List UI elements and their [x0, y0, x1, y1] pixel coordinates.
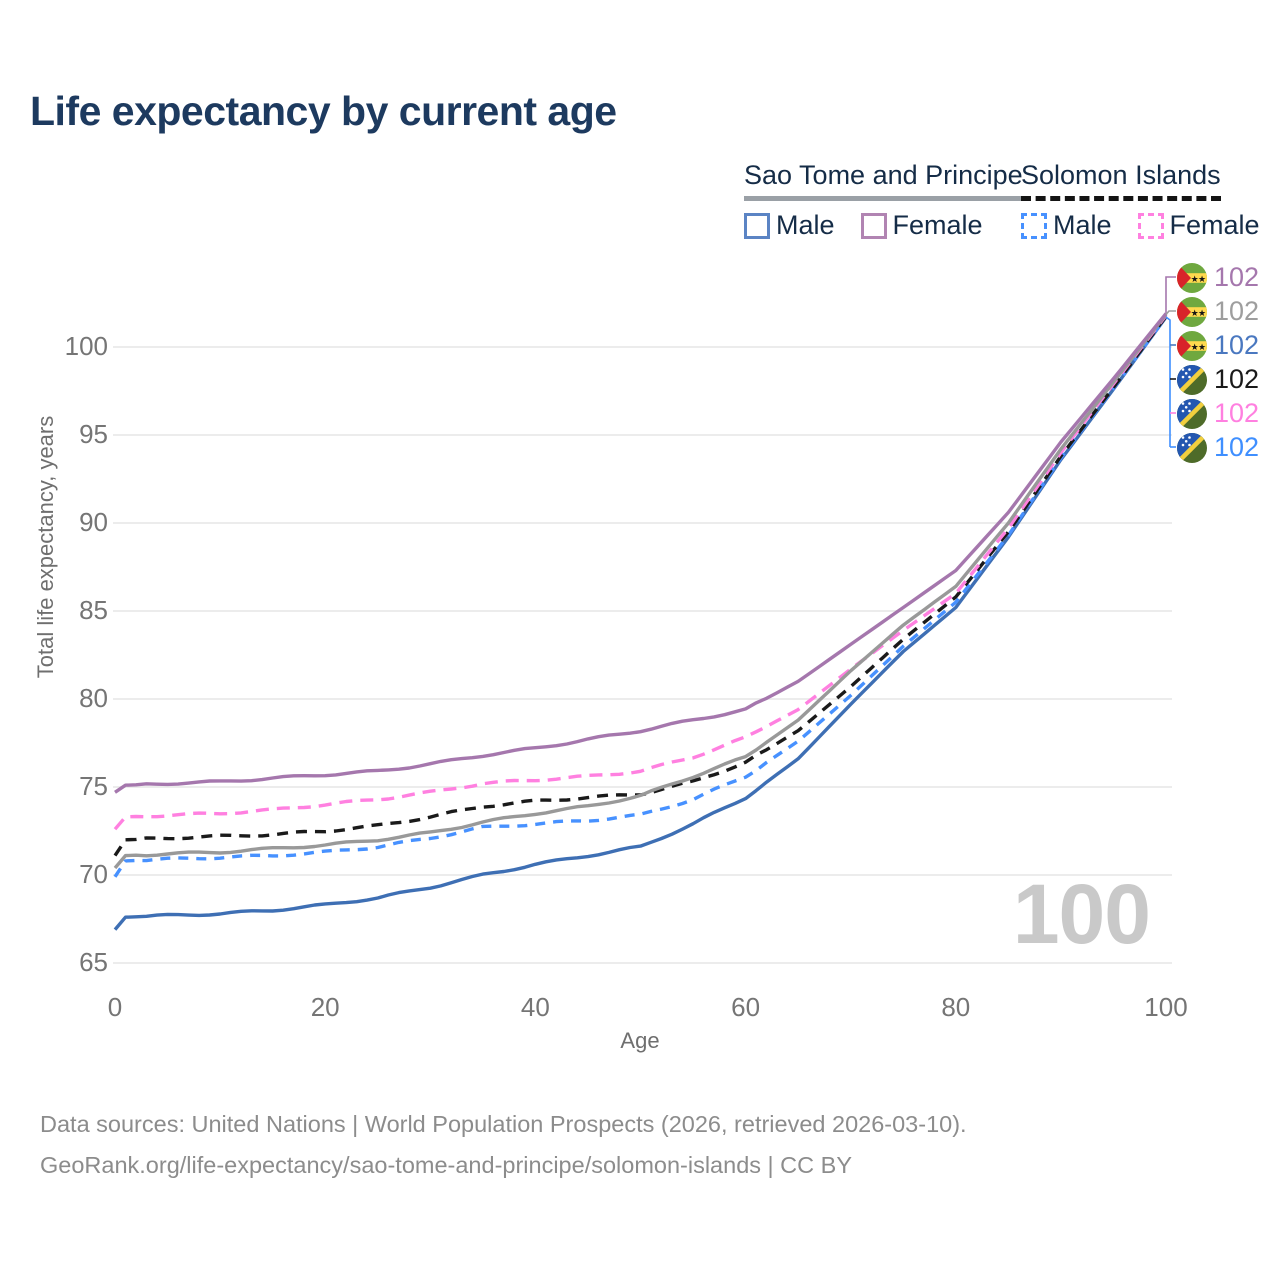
end-value-label: 102 — [1214, 364, 1260, 394]
end-value-label: 102 — [1214, 296, 1260, 326]
flag-sao-tome-and-principe-icon: ★ ★ — [1177, 330, 1207, 361]
svg-text:★: ★ — [1191, 273, 1199, 283]
y-tick-label-80: 80 — [79, 683, 108, 713]
x-tick-label-20: 20 — [310, 992, 340, 1022]
svg-text:★: ★ — [1191, 307, 1199, 317]
flag-icon-sol — [1177, 364, 1207, 395]
x-axis-title: Age — [620, 1028, 660, 1053]
end-label-row-solomon-islands-female: 102 — [1177, 398, 1259, 429]
svg-text:★: ★ — [1191, 341, 1199, 351]
legend-items-row: Male Female — [1021, 210, 1260, 241]
chart-title: Life expectancy by current age — [30, 88, 617, 134]
x-tick-label-100: 100 — [1144, 992, 1188, 1022]
x-tick-label-80: 80 — [941, 992, 971, 1022]
x-tick-label-60: 60 — [731, 992, 761, 1022]
legend-item-female[interactable]: Female — [1137, 210, 1260, 241]
legend-swatch-female — [1137, 212, 1164, 239]
series-line-sao-tome-and-principe-total — [113, 313, 1168, 870]
legend-item-male[interactable]: Male — [744, 210, 835, 241]
flag-icon-stp: ★ ★ — [1177, 262, 1207, 293]
svg-text:★: ★ — [1198, 341, 1206, 351]
y-tick-label-65: 65 — [79, 947, 108, 977]
series-line-solomon-islands-male — [113, 316, 1168, 878]
end-value-label: 102 — [1214, 262, 1260, 292]
legend-item-label: Male — [776, 210, 835, 240]
flag-solomon-islands-icon — [1177, 432, 1207, 463]
end-label-row-solomon-islands-male: 102 — [1177, 432, 1259, 463]
legend-item-label: Female — [892, 210, 983, 240]
end-label-row-sao-tome-and-principe-male: ★ ★ 102 — [1177, 330, 1259, 361]
flag-icon-sol — [1177, 432, 1207, 463]
legend-group-sao-tome-and-principe: Sao Tome and Principe Male Female — [744, 160, 1023, 241]
y-tick-label-75: 75 — [79, 771, 108, 801]
legend-group-title: Sao Tome and Principe — [744, 160, 1023, 201]
series-line-sao-tome-and-principe-female — [114, 312, 1168, 794]
y-tick-label-85: 85 — [79, 595, 108, 625]
flag-sao-tome-and-principe-icon: ★ ★ — [1177, 296, 1207, 327]
y-tick-label-90: 90 — [79, 507, 108, 537]
flag-sao-tome-and-principe-icon: ★ ★ — [1177, 262, 1207, 293]
svg-text:★: ★ — [1198, 273, 1206, 283]
watermark-age-label: 100 — [1012, 867, 1151, 961]
end-value-label: 102 — [1214, 330, 1260, 360]
end-label-row-sao-tome-and-principe-female: ★ ★ 102 — [1177, 262, 1259, 293]
y-tick-label-70: 70 — [79, 859, 108, 889]
footer: Data sources: United Nations | World Pop… — [40, 1104, 967, 1186]
flag-icon-stp: ★ ★ — [1177, 330, 1207, 361]
leader-line — [1165, 316, 1171, 447]
footer-data-sources: Data sources: United Nations | World Pop… — [40, 1111, 967, 1137]
x-tick-label-40: 40 — [520, 992, 550, 1022]
flag-solomon-islands-icon — [1177, 364, 1207, 395]
y-tick-label-100: 100 — [64, 331, 108, 361]
legend-group-solomon-islands: Solomon Islands Male Female — [1021, 160, 1260, 241]
legend-item-label: Male — [1053, 210, 1112, 240]
svg-text:★: ★ — [1198, 307, 1206, 317]
y-axis-title: Total life expectancy, years — [33, 415, 58, 679]
legend-item-male[interactable]: Male — [1021, 210, 1112, 241]
flag-solomon-islands-icon — [1177, 398, 1207, 429]
series-line-solomon-islands-total — [113, 315, 1168, 857]
y-tick-label-95: 95 — [79, 419, 108, 449]
leader-line — [1165, 310, 1176, 315]
legend-item-female[interactable]: Female — [860, 210, 983, 241]
legend-swatch-male — [744, 212, 770, 239]
legend-swatch-female — [860, 212, 887, 239]
series-line-sao-tome-and-principe-male — [113, 316, 1168, 931]
series-line-solomon-islands-female — [113, 314, 1168, 831]
footer-attribution: GeoRank.org/life-expectancy/sao-tome-and… — [40, 1152, 853, 1178]
leader-line — [1165, 276, 1176, 314]
end-value-label: 102 — [1214, 398, 1260, 428]
legend-swatch-male — [1021, 212, 1047, 239]
end-label-row-sao-tome-and-principe-total: ★ ★ 102 — [1177, 296, 1259, 327]
legend-item-label: Female — [1169, 210, 1260, 240]
legend-group-title: Solomon Islands — [1021, 160, 1221, 201]
x-tick-label-0: 0 — [107, 992, 123, 1022]
legend-items-row: Male Female — [744, 210, 1023, 241]
flag-icon-stp: ★ ★ — [1177, 296, 1207, 327]
end-value-label: 102 — [1214, 432, 1260, 462]
flag-icon-sol — [1177, 398, 1207, 429]
end-label-row-solomon-islands-total: 102 — [1177, 364, 1259, 395]
